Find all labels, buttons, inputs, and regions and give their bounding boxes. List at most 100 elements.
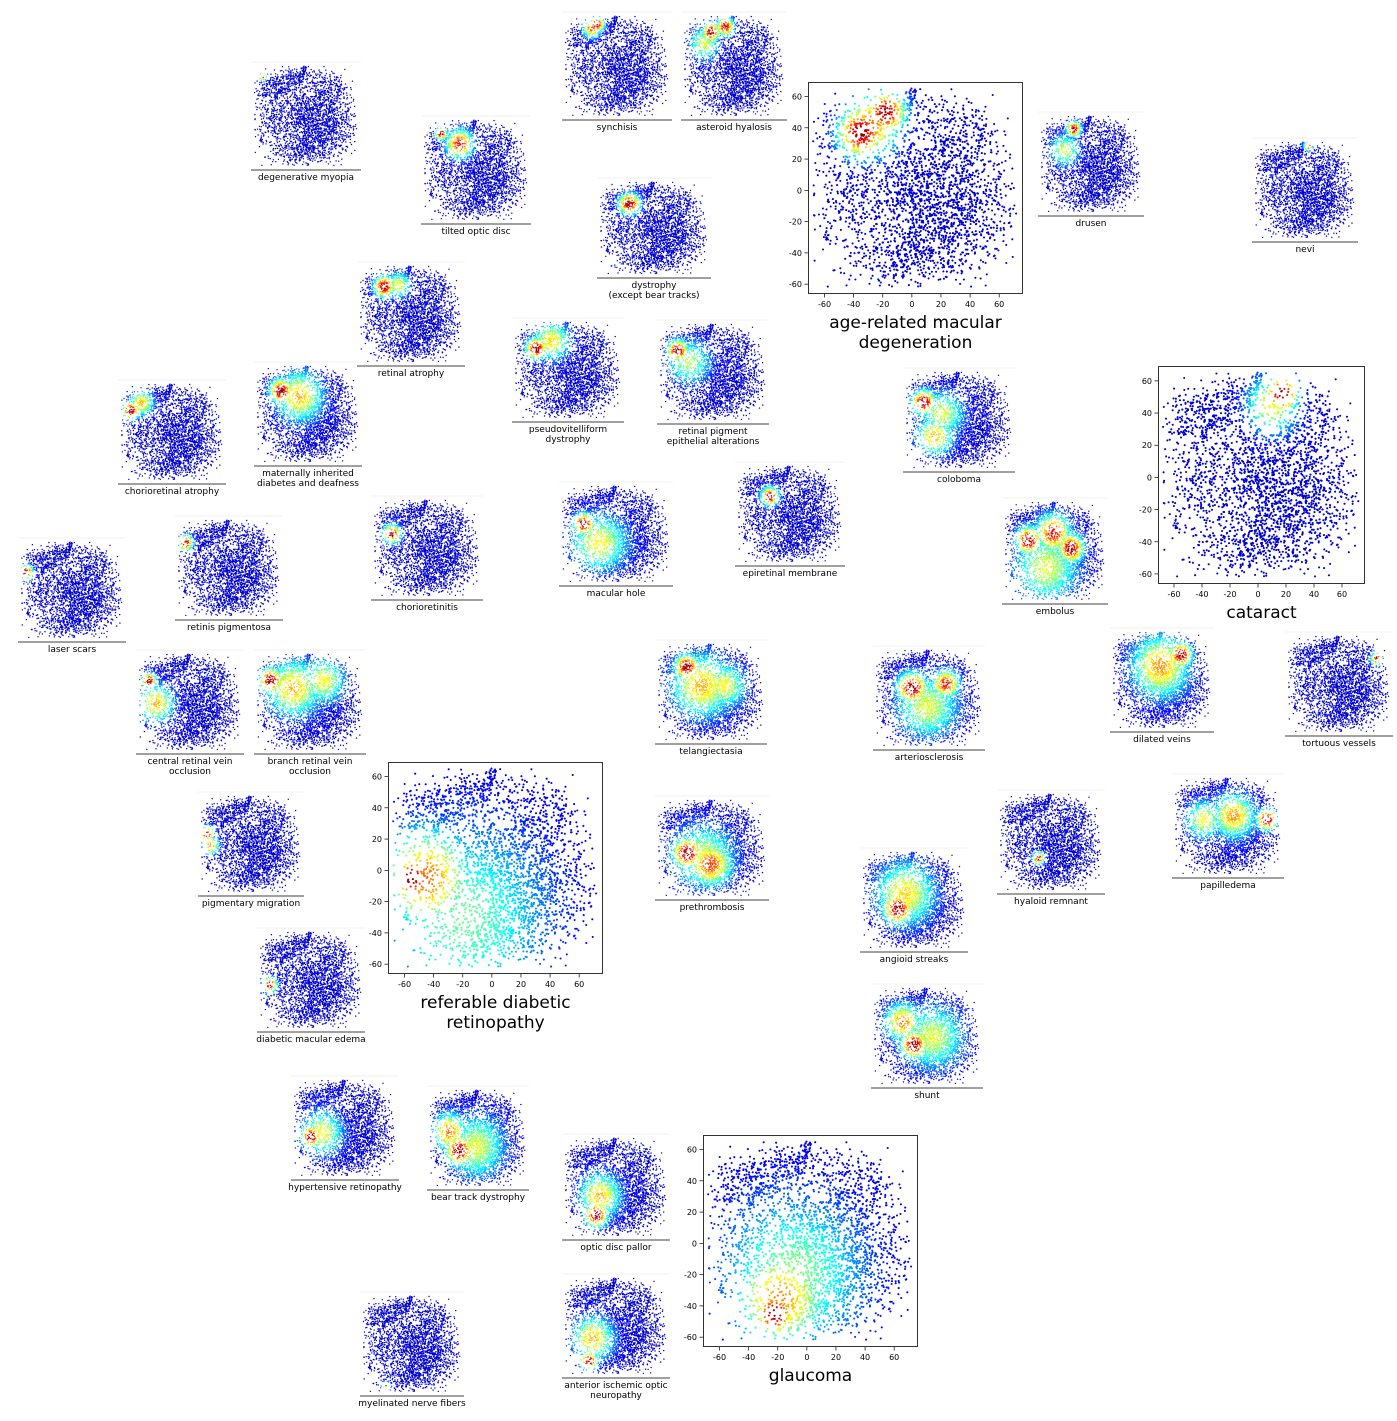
point: [880, 98, 882, 100]
panel-title: age-related macular degeneration: [778, 314, 1053, 353]
point: [999, 172, 1001, 174]
point: [898, 233, 900, 235]
point: [993, 123, 995, 125]
point: [567, 935, 569, 937]
point: [842, 208, 844, 210]
y-tick-label: 0: [797, 186, 802, 195]
point: [954, 178, 956, 180]
point: [910, 195, 912, 197]
point: [466, 777, 468, 779]
point: [831, 145, 833, 147]
point: [869, 119, 871, 121]
point: [981, 115, 983, 117]
point: [895, 167, 897, 169]
point: [552, 913, 554, 915]
point: [906, 202, 908, 204]
point: [876, 122, 878, 124]
point: [938, 247, 940, 249]
point: [920, 161, 922, 163]
point: [873, 211, 875, 213]
point: [861, 232, 863, 234]
point: [852, 140, 854, 142]
point: [896, 231, 898, 233]
point: [523, 922, 525, 924]
point: [944, 167, 946, 169]
point: [930, 247, 932, 249]
point: [408, 806, 410, 808]
point: [848, 175, 850, 177]
point: [926, 247, 928, 249]
point: [902, 113, 904, 115]
point: [871, 171, 873, 173]
point: [965, 164, 967, 166]
point: [943, 182, 945, 184]
point: [537, 905, 539, 907]
point: [517, 851, 519, 853]
point: [899, 200, 901, 202]
point: [823, 236, 825, 238]
point: [993, 255, 995, 257]
point: [908, 114, 910, 116]
point: [552, 926, 554, 928]
point: [957, 125, 959, 127]
point: [986, 232, 988, 234]
point: [416, 808, 418, 810]
point: [572, 879, 574, 881]
point: [978, 150, 980, 152]
point: [872, 275, 874, 277]
point: [910, 218, 912, 220]
point: [571, 877, 573, 879]
point: [529, 862, 531, 864]
point: [867, 157, 869, 159]
point: [901, 153, 903, 155]
point: [935, 173, 937, 175]
point: [486, 832, 488, 834]
point: [924, 203, 926, 205]
point: [480, 785, 482, 787]
point: [466, 806, 468, 808]
point: [894, 225, 896, 227]
point: [567, 855, 569, 857]
point: [972, 220, 974, 222]
point: [923, 138, 925, 140]
point: [835, 200, 837, 202]
point: [524, 843, 526, 845]
point: [531, 794, 533, 796]
point: [433, 827, 435, 829]
point: [824, 146, 826, 148]
point: [849, 156, 851, 158]
point: [1015, 212, 1017, 214]
point: [984, 153, 986, 155]
point: [554, 894, 556, 896]
point: [920, 258, 922, 260]
point: [884, 111, 886, 113]
point: [938, 133, 940, 135]
point: [988, 194, 990, 196]
point: [582, 920, 584, 922]
point: [545, 797, 547, 799]
point: [874, 204, 876, 206]
point: [528, 929, 530, 931]
point: [508, 801, 510, 803]
point: [954, 262, 956, 264]
point: [420, 814, 422, 816]
point: [394, 940, 396, 942]
point: [480, 801, 482, 803]
point: [533, 873, 535, 875]
point: [975, 114, 977, 116]
point: [830, 227, 832, 229]
point: [865, 124, 867, 126]
point: [950, 88, 952, 90]
point: [974, 151, 976, 153]
point: [859, 183, 861, 185]
point: [476, 811, 478, 813]
point: [448, 803, 450, 805]
point: [862, 207, 864, 209]
point: [858, 111, 860, 113]
point: [913, 224, 915, 226]
point: [931, 127, 933, 129]
point: [918, 161, 920, 163]
point: [956, 272, 958, 274]
point: [870, 111, 872, 113]
point: [931, 153, 933, 155]
